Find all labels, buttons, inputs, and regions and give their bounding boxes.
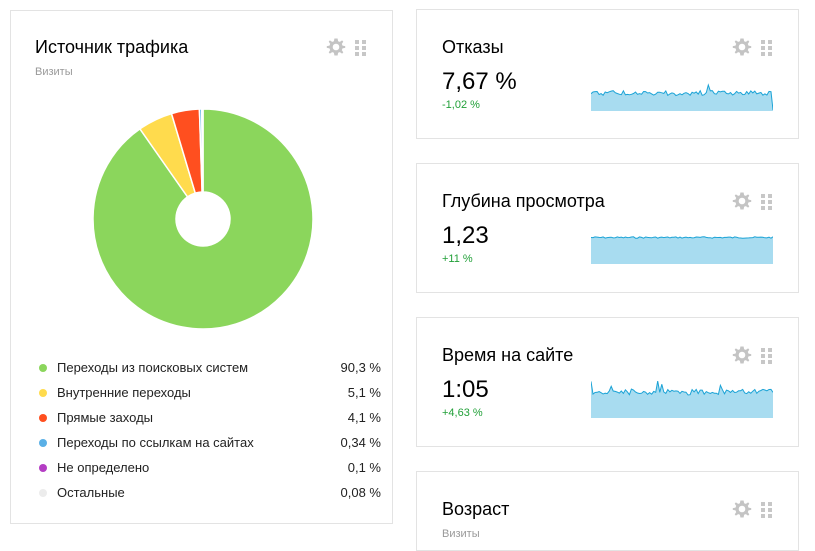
widget-tools: [732, 37, 772, 57]
legend-value: 0,08 %: [340, 485, 381, 500]
legend-value: 0,34 %: [340, 435, 381, 450]
widget-tools: [732, 499, 772, 519]
legend-dot: [39, 438, 47, 447]
gear-icon[interactable]: [732, 37, 752, 57]
widget-title: Глубина просмотра: [442, 191, 605, 211]
widget-title: Источник трафика: [35, 37, 189, 57]
depth-sparkline: [591, 236, 773, 264]
drag-handle-icon[interactable]: [761, 39, 772, 56]
widget-subtitle: Визиты: [442, 528, 480, 540]
gear-icon[interactable]: [732, 191, 752, 211]
legend-dot: [39, 488, 47, 497]
legend-item-direct[interactable]: Прямые заходы 4,1 %: [35, 405, 381, 430]
widget-title: Возраст: [442, 499, 510, 519]
time-sparkline: [591, 381, 773, 418]
legend-value: 90,3 %: [340, 360, 381, 375]
drag-handle-icon[interactable]: [761, 193, 772, 210]
legend-item-undefined[interactable]: Не определено 0,1 %: [35, 455, 381, 480]
legend-label: Переходы по ссылкам на сайтах: [57, 435, 254, 450]
legend-value: 0,1 %: [347, 460, 381, 475]
metric-value: 1:05: [442, 376, 489, 403]
pie-slice[interactable]: [201, 109, 204, 193]
metric-delta: -1,02 %: [442, 99, 480, 111]
legend-item-other[interactable]: Остальные 0,08 %: [35, 480, 381, 505]
widget-tools: [732, 345, 772, 365]
sparkline-area: [591, 85, 773, 111]
time-on-site-widget: Время на сайте 1:05 +4,63 %: [416, 317, 799, 447]
legend-value: 4,1 %: [347, 410, 381, 425]
sparkline-line: [591, 236, 773, 239]
legend-dot: [39, 413, 47, 422]
traffic-source-widget: Источник трафика Визиты Переходы из поис…: [10, 10, 393, 524]
sparkline-line: [591, 83, 773, 111]
legend-value: 5,1 %: [347, 385, 381, 400]
legend-item-internal[interactable]: Внутренние переходы 5,1 %: [35, 380, 381, 405]
metric-delta: +11 %: [442, 253, 473, 265]
metric-value: 7,67 %: [442, 68, 517, 95]
legend-label: Не определено: [57, 460, 150, 475]
legend-label: Внутренние переходы: [57, 385, 191, 400]
widget-tools: [732, 191, 772, 211]
sparkline-area: [591, 381, 773, 418]
widget-title: Время на сайте: [442, 345, 574, 365]
legend-label: Прямые заходы: [57, 410, 154, 425]
metric-value: 1,23: [442, 222, 489, 249]
pie-slice[interactable]: [93, 109, 313, 329]
legend-label: Переходы из поисковых систем: [57, 360, 249, 375]
legend-dot: [39, 388, 47, 397]
widget-title: Отказы: [442, 37, 504, 57]
traffic-pie-chart: [93, 109, 313, 329]
widget-subtitle: Визиты: [35, 66, 73, 78]
traffic-legend: Переходы из поисковых систем 90,3 % Внутр…: [35, 355, 381, 505]
widget-tools: [326, 37, 366, 57]
legend-dot: [39, 363, 47, 372]
drag-handle-icon[interactable]: [355, 39, 366, 56]
bounce-sparkline: [591, 83, 773, 111]
bounce-rate-widget: Отказы 7,67 % -1,02 %: [416, 9, 799, 139]
age-widget: Возраст Визиты: [416, 471, 799, 551]
gear-icon[interactable]: [732, 345, 752, 365]
legend-item-links[interactable]: Переходы по ссылкам на сайтах 0,34 %: [35, 430, 381, 455]
metric-delta: +4,63 %: [442, 407, 483, 419]
drag-handle-icon[interactable]: [761, 347, 772, 364]
sparkline-area: [591, 236, 773, 264]
legend-dot: [39, 463, 47, 472]
sparkline-line: [591, 381, 773, 396]
legend-item-search[interactable]: Переходы из поисковых систем 90,3 %: [35, 355, 381, 380]
gear-icon[interactable]: [732, 499, 752, 519]
drag-handle-icon[interactable]: [761, 501, 772, 518]
legend-label: Остальные: [57, 485, 125, 500]
gear-icon[interactable]: [326, 37, 346, 57]
page-depth-widget: Глубина просмотра 1,23 +11 %: [416, 163, 799, 293]
